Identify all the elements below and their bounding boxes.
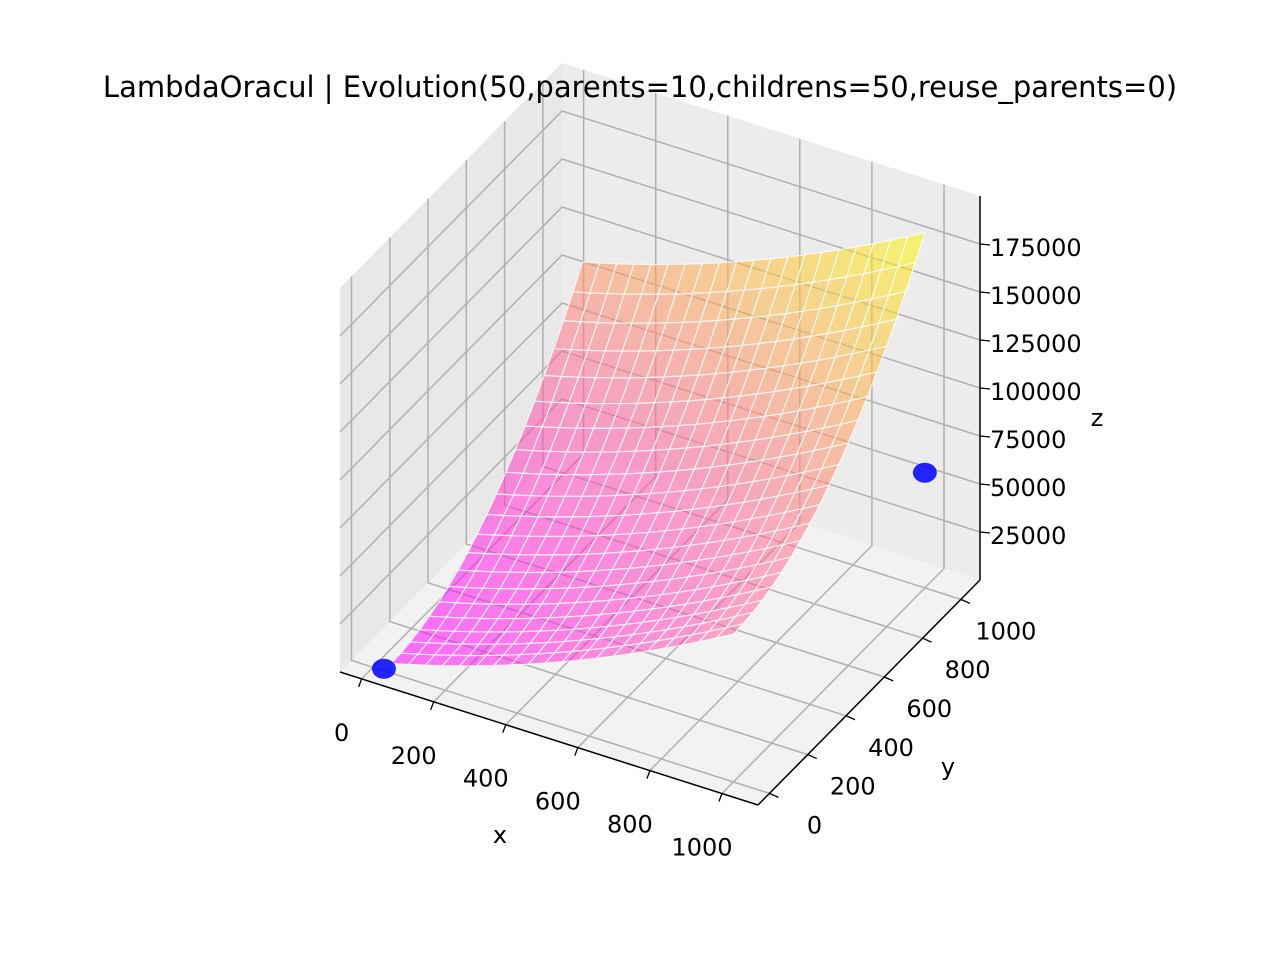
z-tick-label: 75000 (990, 426, 1066, 454)
z-tick (979, 483, 991, 486)
z-grid-line (339, 110, 981, 337)
z-tick (979, 243, 991, 246)
x-tick-label: 1000 (671, 834, 732, 862)
z-tick-label: 125000 (990, 330, 1082, 358)
y-grid-line (350, 276, 770, 795)
z-tick (979, 387, 991, 390)
x-tick (502, 724, 507, 733)
z-tick-label: 100000 (990, 378, 1082, 406)
z-axis-label: z (1091, 404, 1104, 432)
x-tick-label: 400 (463, 765, 509, 793)
z-tick-label: 175000 (990, 234, 1082, 262)
x-tick (430, 701, 435, 711)
marker-points (371, 462, 937, 679)
marker-point (912, 462, 937, 483)
x-grid-line (721, 184, 945, 795)
y-tick-label: 800 (945, 656, 991, 684)
y-tick (884, 676, 894, 682)
x-tick (574, 747, 579, 756)
y-tick (769, 792, 779, 798)
z-tick (979, 435, 991, 438)
z-grid-line (339, 158, 981, 385)
y-axis-label: y (941, 753, 955, 781)
y-grid-line (465, 160, 885, 678)
y-tick (922, 637, 932, 643)
grid-lines (339, 69, 981, 795)
z-tick (979, 531, 991, 534)
x-axis-label: x (493, 821, 507, 849)
x-tick-label: 800 (607, 811, 653, 839)
x-tick (718, 793, 723, 802)
x-tick (358, 678, 363, 688)
y-tick-label: 0 (807, 811, 822, 839)
y-tick-label: 400 (868, 734, 914, 762)
tick-marks: 0 200 400 600 800 1000 0 200 400 600 800 1000 25000 5… (334, 234, 1082, 862)
z-tick (979, 339, 991, 342)
y-tick-label: 600 (906, 695, 952, 723)
y-tick (845, 715, 856, 721)
y-tick (960, 598, 971, 604)
x-tick-label: 600 (535, 788, 581, 816)
y-tick-label: 1000 (975, 617, 1036, 645)
z-tick-label: 150000 (990, 282, 1082, 310)
chart-title: LambdaOracul | Evolution(50,parents=10,c… (102, 70, 1178, 104)
y-grid-line (427, 198, 847, 717)
z-tick-label: 25000 (990, 522, 1066, 550)
x-tick (646, 770, 651, 779)
z-tick (979, 291, 991, 294)
surface-mesh (389, 231, 926, 667)
marker-point (371, 658, 396, 679)
x-tick-label: 200 (391, 742, 437, 770)
y-axis-line (757, 579, 981, 806)
y-grid-line (389, 237, 809, 756)
axis-labels: x y z (493, 404, 1103, 849)
x-tick-label: 0 (334, 719, 349, 747)
x-axis-line (339, 671, 759, 806)
surface-facet (714, 622, 745, 640)
y-tick (807, 753, 818, 760)
y-tick-label: 200 (830, 773, 876, 801)
z-tick-label: 50000 (990, 474, 1066, 502)
